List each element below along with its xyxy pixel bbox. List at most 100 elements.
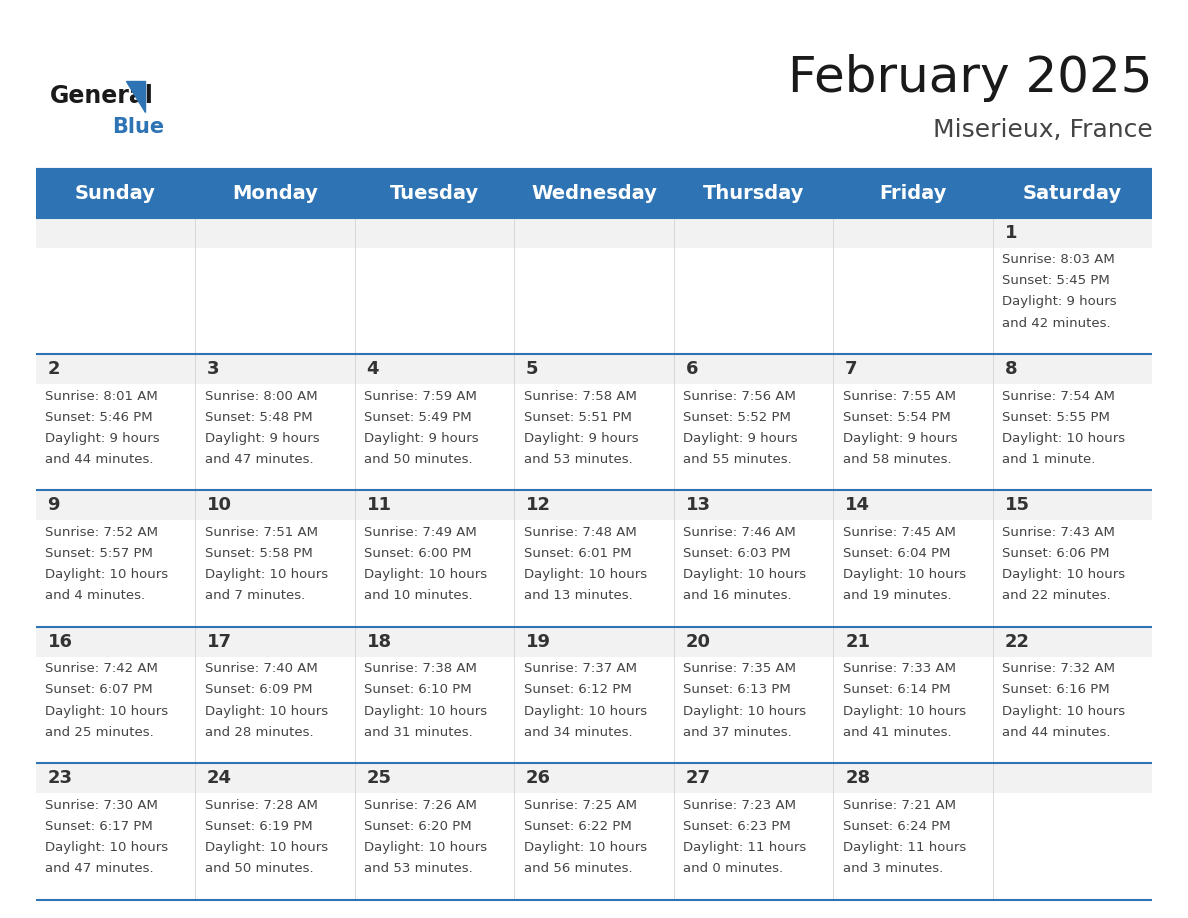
Text: Sunrise: 7:48 AM: Sunrise: 7:48 AM [524,526,637,539]
Text: and 58 minutes.: and 58 minutes. [842,453,952,466]
Text: and 0 minutes.: and 0 minutes. [683,862,783,875]
Text: 13: 13 [685,497,710,514]
Text: and 42 minutes.: and 42 minutes. [1003,317,1111,330]
Text: and 47 minutes.: and 47 minutes. [45,862,153,875]
Text: Daylight: 9 hours: Daylight: 9 hours [683,431,798,445]
Text: Daylight: 11 hours: Daylight: 11 hours [842,841,966,854]
Text: Monday: Monday [232,185,318,203]
Text: Sunrise: 7:51 AM: Sunrise: 7:51 AM [204,526,317,539]
Text: Daylight: 9 hours: Daylight: 9 hours [204,431,320,445]
Text: Daylight: 10 hours: Daylight: 10 hours [524,705,646,718]
Text: Daylight: 10 hours: Daylight: 10 hours [842,568,966,581]
Text: and 34 minutes.: and 34 minutes. [524,726,632,739]
Bar [36,763,1152,900]
Polygon shape [126,81,145,112]
Text: Daylight: 9 hours: Daylight: 9 hours [842,431,958,445]
Text: Sunset: 6:00 PM: Sunset: 6:00 PM [365,547,472,560]
Text: and 7 minutes.: and 7 minutes. [204,589,305,602]
Bar [355,170,514,218]
Text: Sunset: 6:04 PM: Sunset: 6:04 PM [842,547,950,560]
Bar [36,627,1152,763]
Text: Daylight: 10 hours: Daylight: 10 hours [45,705,169,718]
Text: Sunset: 6:06 PM: Sunset: 6:06 PM [1003,547,1110,560]
Text: 25: 25 [367,769,392,788]
Bar [993,170,1152,218]
Text: Daylight: 9 hours: Daylight: 9 hours [365,431,479,445]
Text: Daylight: 10 hours: Daylight: 10 hours [683,705,807,718]
Text: 28: 28 [845,769,871,788]
Text: 5: 5 [526,360,538,378]
Text: Daylight: 10 hours: Daylight: 10 hours [365,705,487,718]
Text: Sunset: 6:07 PM: Sunset: 6:07 PM [45,684,153,697]
Text: Sunrise: 7:42 AM: Sunrise: 7:42 AM [45,662,158,676]
Text: Daylight: 9 hours: Daylight: 9 hours [1003,296,1117,308]
Bar [195,170,355,218]
Text: Sunrise: 7:30 AM: Sunrise: 7:30 AM [45,799,158,812]
Text: Sunset: 6:13 PM: Sunset: 6:13 PM [683,684,791,697]
Text: and 28 minutes.: and 28 minutes. [204,726,314,739]
Text: 24: 24 [207,769,232,788]
Text: Daylight: 10 hours: Daylight: 10 hours [1003,431,1125,445]
Bar [36,763,1152,793]
Text: Blue: Blue [112,117,164,137]
Text: Sunset: 6:03 PM: Sunset: 6:03 PM [683,547,791,560]
Text: Sunset: 6:14 PM: Sunset: 6:14 PM [842,684,950,697]
Text: Sunrise: 7:23 AM: Sunrise: 7:23 AM [683,799,796,812]
Text: Daylight: 10 hours: Daylight: 10 hours [204,841,328,854]
Text: 2: 2 [48,360,61,378]
Bar [36,627,1152,656]
Bar [36,218,1152,248]
Text: Sunset: 5:55 PM: Sunset: 5:55 PM [1003,410,1111,423]
Text: 3: 3 [207,360,220,378]
Text: Miserieux, France: Miserieux, France [933,118,1152,142]
Text: 27: 27 [685,769,710,788]
Text: and 4 minutes.: and 4 minutes. [45,589,145,602]
Text: and 44 minutes.: and 44 minutes. [45,453,153,466]
Text: and 31 minutes.: and 31 minutes. [365,726,473,739]
Text: Daylight: 10 hours: Daylight: 10 hours [365,841,487,854]
Text: Sunrise: 8:03 AM: Sunrise: 8:03 AM [1003,253,1116,266]
Text: Sunrise: 7:32 AM: Sunrise: 7:32 AM [1003,662,1116,676]
Text: 10: 10 [207,497,232,514]
Text: Sunrise: 7:58 AM: Sunrise: 7:58 AM [524,389,637,402]
Text: and 13 minutes.: and 13 minutes. [524,589,632,602]
Text: Daylight: 10 hours: Daylight: 10 hours [45,841,169,854]
Text: Sunrise: 7:56 AM: Sunrise: 7:56 AM [683,389,796,402]
Text: Sunrise: 7:37 AM: Sunrise: 7:37 AM [524,662,637,676]
Text: and 10 minutes.: and 10 minutes. [365,589,473,602]
Text: Daylight: 10 hours: Daylight: 10 hours [1003,568,1125,581]
Text: Sunset: 6:19 PM: Sunset: 6:19 PM [204,820,312,833]
Text: 8: 8 [1005,360,1017,378]
Text: 15: 15 [1005,497,1030,514]
Text: Sunset: 6:22 PM: Sunset: 6:22 PM [524,820,632,833]
Text: Wednesday: Wednesday [531,185,657,203]
Text: and 47 minutes.: and 47 minutes. [204,453,314,466]
Text: Sunrise: 7:52 AM: Sunrise: 7:52 AM [45,526,158,539]
Text: 23: 23 [48,769,72,788]
Text: Daylight: 10 hours: Daylight: 10 hours [45,568,169,581]
Bar [514,170,674,218]
Text: Sunset: 6:23 PM: Sunset: 6:23 PM [683,820,791,833]
Text: 12: 12 [526,497,551,514]
Text: February 2025: February 2025 [788,54,1152,102]
Text: Sunset: 5:45 PM: Sunset: 5:45 PM [1003,274,1110,287]
Text: Sunrise: 7:33 AM: Sunrise: 7:33 AM [842,662,956,676]
Text: 9: 9 [48,497,61,514]
Text: Daylight: 10 hours: Daylight: 10 hours [1003,705,1125,718]
Text: Daylight: 9 hours: Daylight: 9 hours [524,431,638,445]
Text: Sunset: 6:17 PM: Sunset: 6:17 PM [45,820,153,833]
Text: Sunrise: 7:54 AM: Sunrise: 7:54 AM [1003,389,1116,402]
Text: Sunrise: 7:40 AM: Sunrise: 7:40 AM [204,662,317,676]
Text: Sunset: 5:48 PM: Sunset: 5:48 PM [204,410,312,423]
Text: Sunset: 5:46 PM: Sunset: 5:46 PM [45,410,153,423]
Text: Daylight: 11 hours: Daylight: 11 hours [683,841,807,854]
Text: and 1 minute.: and 1 minute. [1003,453,1095,466]
Text: and 50 minutes.: and 50 minutes. [365,453,473,466]
Text: Sunset: 6:09 PM: Sunset: 6:09 PM [204,684,312,697]
Text: Sunrise: 7:35 AM: Sunrise: 7:35 AM [683,662,796,676]
Text: 4: 4 [367,360,379,378]
Text: Sunset: 5:51 PM: Sunset: 5:51 PM [524,410,632,423]
Text: 26: 26 [526,769,551,788]
Text: Daylight: 10 hours: Daylight: 10 hours [842,705,966,718]
Text: Daylight: 10 hours: Daylight: 10 hours [524,841,646,854]
